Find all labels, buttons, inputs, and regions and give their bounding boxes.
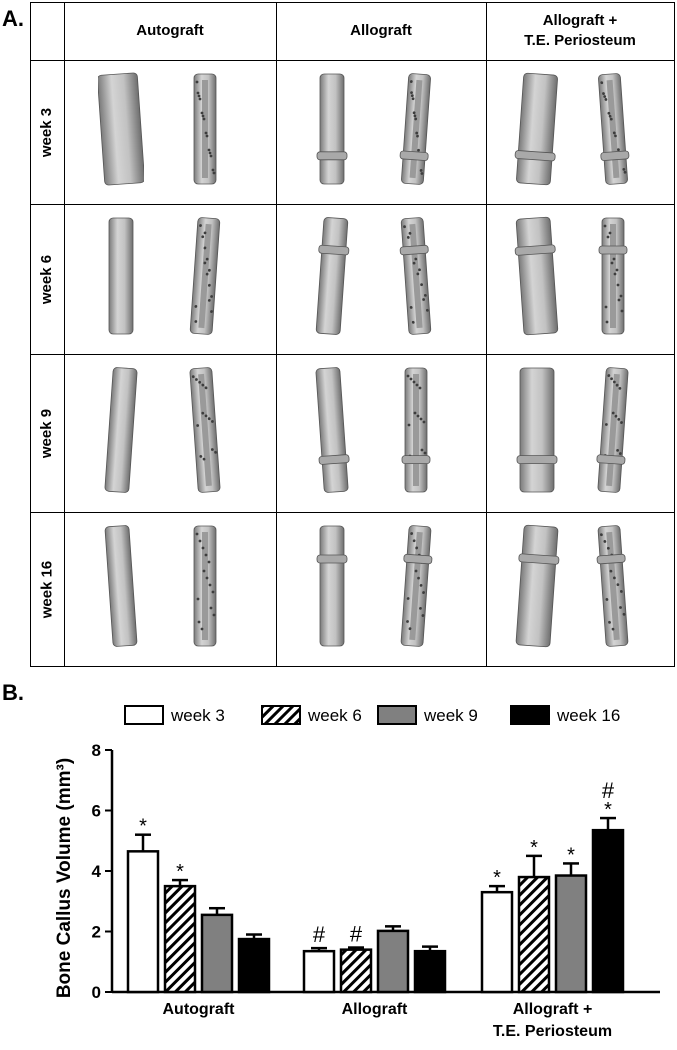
column-header-allograft: Allograft [350,22,412,39]
bone-section-render [393,524,439,648]
bone-section-render [182,524,228,648]
bone-surface-render [309,216,355,336]
row-header-week-16: week 16 [38,560,56,618]
bar [554,874,588,994]
bone-surface-render [514,72,560,186]
row-header-week-9: week 9 [38,408,56,458]
y-tick-label: 8 [92,741,101,760]
legend-label-week-6: week 6 [307,706,362,725]
significance-marker: * [567,844,575,866]
bone-surface-render [514,366,560,494]
bone-surface-render [98,216,144,336]
bone-section-render [393,366,439,494]
bone-surface-render [309,72,355,186]
y-tick-label: 2 [92,923,101,942]
bar [413,949,447,994]
bone-surface-render [309,524,355,648]
bone-surface-render [97,72,144,186]
column-header-autograft: Autograft [136,22,204,39]
legend-swatch-week-9 [377,705,417,725]
y-tick-label: 0 [92,983,101,1002]
significance-marker: * [139,816,147,838]
category-label: Allograft [342,1001,408,1018]
column-header-line-2: T.E. Periosteum [524,32,636,49]
bone-section-render [590,366,636,494]
bar [302,949,336,994]
bone-section-render [590,72,636,186]
bone-section-render [393,216,439,336]
bone-surface-render [309,366,355,494]
legend-label-week-16: week 16 [556,706,620,725]
y-tick-label: 6 [92,802,101,821]
bone-callus-volume-chart: week 3 week 6 week 9 week 16 Bone Callus… [54,705,660,1040]
bone-section-render [590,524,636,648]
bar [376,929,410,994]
significance-marker: * [176,861,184,883]
bar [517,875,551,994]
panel-b-label: B. [2,680,24,705]
significance-marker: * [604,799,612,821]
category-label: T.E. Periosteum [493,1023,612,1040]
chart-legend: week 3 week 6 week 9 week 16 [124,705,620,725]
row-header-week-3: week 3 [38,107,56,157]
row-header-week-6: week 6 [38,254,56,304]
bone-surface-render [98,366,144,494]
bone-section-render [182,366,228,494]
significance-marker: # [313,922,326,947]
bone-section-render [590,216,636,336]
bar [591,828,625,994]
category-label: Allograft + [513,1001,593,1018]
column-header-allograft-te-periosteum: Allograft + T.E. Periosteum [486,2,674,60]
bar [237,937,271,994]
bar [339,948,373,994]
bone-section-render [182,216,228,336]
significance-marker: # [602,778,615,803]
bone-surface-render [98,524,144,648]
legend-label-week-3: week 3 [170,706,225,725]
legend-swatch-week-6 [261,705,301,725]
significance-marker: * [530,837,538,859]
legend-label-week-9: week 9 [423,706,478,725]
bar [126,850,160,994]
category-label: Autograft [163,1001,236,1018]
y-tick-label: 4 [92,862,102,881]
bone-section-render [182,72,228,186]
bone-section-render [393,72,439,186]
bar [200,913,234,994]
bone-surface-render [514,216,560,336]
column-header-line-1: Allograft + [542,12,618,29]
panel-a-label: A. [2,6,24,31]
legend-swatch-week-16 [510,705,550,725]
legend-swatch-week-3 [124,705,164,725]
y-axis-label: Bone Callus Volume (mm³) [54,758,75,998]
bar [163,884,197,994]
microct-image-grid: Autograft Allograft Allograft + T.E. Per… [30,2,675,667]
bone-surface-render [514,524,560,648]
bar [480,890,514,994]
significance-marker: # [350,922,363,947]
significance-marker: * [493,867,501,889]
